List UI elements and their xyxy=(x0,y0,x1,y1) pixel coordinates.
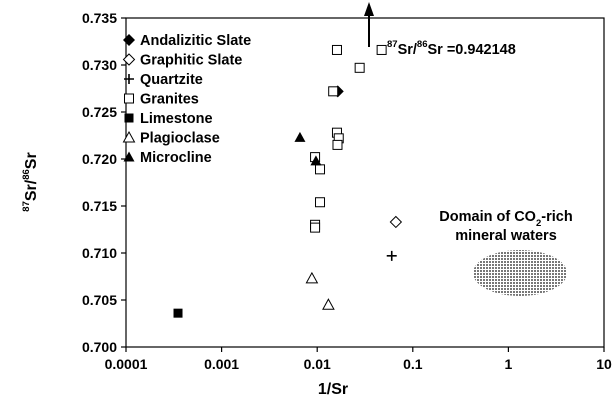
y-tick-label: 0.710 xyxy=(82,245,117,261)
arrow-head-icon xyxy=(364,2,374,16)
x-tick-label: 1 xyxy=(505,356,513,372)
co2-domain-annotation: Domain of CO2-rich mineral waters xyxy=(439,209,573,296)
legend-marker-icon xyxy=(123,34,135,46)
data-point xyxy=(315,197,326,208)
y-tick-label: 0.715 xyxy=(82,198,117,214)
data-point xyxy=(310,222,321,233)
data-point xyxy=(173,308,183,318)
legend-marker-icon xyxy=(124,113,134,123)
legend-marker-icon xyxy=(122,130,136,143)
data-point xyxy=(376,44,387,55)
y-tick-label: 0.730 xyxy=(82,57,117,73)
legend-marker-icon xyxy=(122,53,136,66)
data-point xyxy=(389,215,403,229)
legend-marker-icon xyxy=(123,151,135,162)
y-tick-label: 0.720 xyxy=(82,151,117,167)
x-tick-label: 10 xyxy=(596,356,612,372)
legend-label: Quartzite xyxy=(140,72,203,88)
arrow-label: 87Sr/86Sr =0.942148 xyxy=(387,39,516,58)
x-tick-label: 0.001 xyxy=(204,356,239,372)
legend: Andalizitic Slate Graphitic Slate Quartzit… xyxy=(122,33,251,166)
data-points xyxy=(173,44,403,318)
data-point xyxy=(322,298,335,310)
legend-label: Limestone xyxy=(140,111,213,127)
y-tick-label: 0.700 xyxy=(82,339,117,355)
legend-marker-icon xyxy=(124,74,134,84)
data-point xyxy=(294,131,306,142)
legend-label: Andalizitic Slate xyxy=(140,33,251,49)
domain-label-line2: mineral waters xyxy=(455,228,557,244)
legend-label: Granites xyxy=(140,92,199,108)
y-tick-label: 0.735 xyxy=(82,10,117,26)
data-point xyxy=(386,250,397,261)
x-tick-label: 0.0001 xyxy=(105,356,148,372)
legend-label: Graphitic Slate xyxy=(140,53,242,69)
domain-label-line1: Domain of CO2-rich xyxy=(439,209,572,229)
x-tick-label: 0.1 xyxy=(403,356,423,372)
arrow-annotation: 87Sr/86Sr =0.942148 xyxy=(364,2,516,58)
data-point xyxy=(310,155,322,166)
y-axis-title: 87Sr/86Sr xyxy=(21,152,40,211)
data-point xyxy=(332,139,343,150)
data-point xyxy=(331,44,342,55)
legend-marker-icon xyxy=(124,93,134,104)
y-axis: 0.700 0.705 0.710 0.715 0.720 0.725 0.730 0.735 xyxy=(82,10,126,355)
x-axis-title: 1/Sr xyxy=(318,381,348,398)
y-tick-label: 0.705 xyxy=(82,292,117,308)
legend-label: Microcline xyxy=(140,150,212,166)
plot-area xyxy=(125,17,605,348)
data-point xyxy=(328,86,339,97)
x-tick-label: 0.01 xyxy=(304,356,331,372)
legend-label: Plagioclase xyxy=(140,131,220,147)
x-axis: 0.0001 0.001 0.01 0.1 1 10 xyxy=(105,347,612,372)
y-tick-label: 0.725 xyxy=(82,104,117,120)
data-point xyxy=(354,62,365,73)
data-point xyxy=(315,164,326,175)
domain-ellipse xyxy=(473,250,567,296)
data-point xyxy=(305,271,319,284)
